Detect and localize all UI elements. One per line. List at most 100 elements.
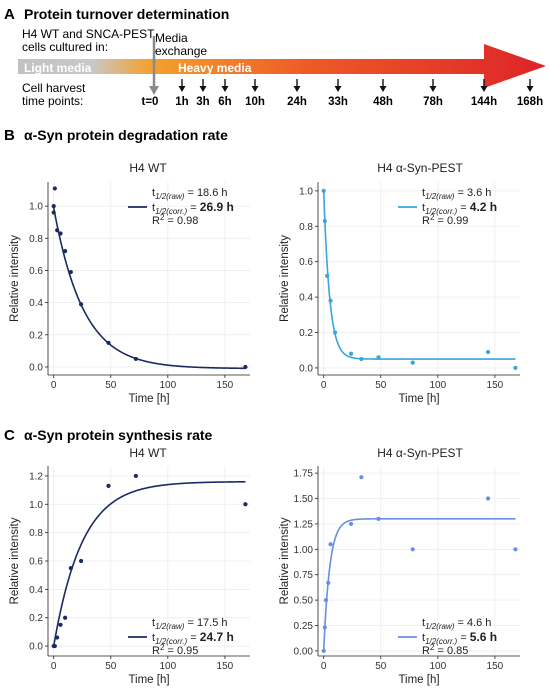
timepoint-arrowhead	[429, 86, 437, 92]
y-tick-label: 0.4	[29, 298, 43, 309]
chart-2: 0.0 0.2 0.4 0.6 0.8 1.0 0 50 100 150 Time [h] Relat…	[279, 161, 520, 405]
panel-c: C α-Syn protein synthesis rate	[4, 427, 213, 444]
half-life-corrected: t1/2(corr.) = 24.7 h	[152, 630, 234, 646]
r-squared-value: = 0.98	[164, 215, 198, 227]
r-squared-value: = 0.85	[434, 645, 468, 657]
r-squared-superscript: 2	[430, 643, 435, 652]
timepoint-label: 6h	[218, 96, 231, 108]
timepoint-label: 168h	[517, 96, 543, 108]
x-tick-label: 0	[51, 661, 57, 672]
x-tick-label: 150	[487, 661, 504, 672]
half-life-corrected-value: 5.6 h	[470, 630, 497, 644]
data-point	[68, 565, 73, 571]
data-point	[52, 186, 57, 191]
x-tick-label: 100	[159, 661, 176, 672]
timepoint-label: 1h	[175, 96, 188, 108]
x-tick-label: 50	[105, 661, 117, 672]
data-point	[322, 218, 327, 224]
fit-annotation: t1/2(raw) = 18.6 ht1/2(corr.) = 26.9 hR2…	[128, 187, 234, 227]
timepoint-arrowhead	[199, 86, 207, 92]
x-tick-label: 50	[375, 661, 387, 672]
chart-1: 0.0 0.2 0.4 0.6 0.8 1.0 0 50 100 150 Time [h] Relat…	[9, 161, 250, 405]
y-axis-label: Relative intensity	[9, 517, 21, 604]
r-squared-symbol: R	[422, 645, 430, 657]
r-squared-symbol: R	[152, 215, 160, 227]
panel-a-subtitle-line1: H4 WT and SNCA-PEST	[22, 27, 155, 41]
fit-annotation: t1/2(raw) = 4.6 ht1/2(corr.) = 5.6 hR2 =…	[398, 617, 497, 657]
y-tick-label: 0.6	[29, 557, 43, 568]
data-point	[243, 364, 248, 370]
half-life-raw-subscript: 1/2(raw)	[155, 622, 185, 631]
data-point	[52, 643, 57, 649]
data-point	[513, 547, 518, 552]
half-life-corrected-subscript: 1/2(corr.)	[155, 637, 187, 646]
timepoint-arrowhead	[379, 86, 387, 92]
half-life-corrected-symbol: t	[422, 202, 425, 214]
data-point	[321, 188, 326, 193]
r-squared-symbol: R	[422, 215, 430, 227]
timepoint-label: 48h	[373, 96, 393, 108]
r-squared: R2 = 0.95	[152, 643, 198, 657]
x-tick-label: 100	[159, 380, 176, 391]
timepoint-arrowhead	[178, 86, 186, 92]
timepoint-label: t=0	[142, 96, 159, 108]
half-life-raw: t1/2(raw) = 18.6 h	[152, 187, 228, 201]
data-point	[485, 496, 491, 501]
data-point	[133, 473, 138, 479]
r-squared-value: = 0.95	[164, 645, 198, 657]
panel-a-subtitle-line2: cells cultured in:	[22, 40, 108, 54]
half-life-corrected-equals: =	[457, 202, 470, 214]
half-life-corrected-subscript: 1/2(corr.)	[425, 637, 457, 646]
harvest-label-line1: Cell harvest	[22, 81, 86, 95]
data-point	[63, 249, 68, 254]
data-point	[513, 365, 518, 371]
half-life-corrected-value: 24.7 h	[200, 630, 234, 644]
data-point	[325, 273, 330, 278]
x-tick-label: 100	[429, 380, 446, 391]
x-tick-label: 0	[51, 380, 57, 391]
y-tick-label: 1.00	[294, 545, 314, 556]
data-point	[326, 580, 331, 585]
data-point	[348, 351, 354, 356]
fit-curve	[52, 481, 246, 647]
data-point	[63, 615, 68, 620]
media-exchange-arrowhead	[149, 86, 159, 95]
half-life-corrected-equals: =	[457, 632, 470, 644]
data-point	[376, 516, 381, 521]
data-point	[359, 356, 364, 362]
y-tick-label: 1.2	[29, 471, 43, 482]
y-tick-label: 1.0	[299, 186, 313, 197]
media-exchange-label-line1: Media	[155, 31, 188, 45]
half-life-raw-symbol: t	[422, 617, 425, 629]
half-life-corrected-symbol: t	[152, 632, 155, 644]
half-life-corrected: t1/2(corr.) = 4.2 h	[422, 200, 497, 216]
half-life-corrected-symbol: t	[152, 202, 155, 214]
x-tick-label: 50	[375, 380, 387, 391]
half-life-corrected: t1/2(corr.) = 26.9 h	[152, 200, 234, 216]
data-point	[51, 210, 56, 215]
half-life-corrected-symbol: t	[422, 632, 425, 644]
y-tick-label: 0.4	[29, 585, 43, 596]
panel-b: B α-Syn protein degradation rate	[4, 127, 228, 144]
half-life-raw-value: = 3.6 h	[454, 187, 491, 199]
half-life-corrected-subscript: 1/2(corr.)	[425, 207, 457, 216]
fit-annotation: t1/2(raw) = 17.5 ht1/2(corr.) = 24.7 hR2…	[128, 617, 234, 657]
y-tick-label: 0.75	[294, 570, 314, 581]
data-point	[410, 547, 415, 552]
data-point	[78, 302, 84, 307]
x-axis-label: Time [h]	[398, 393, 439, 405]
data-point	[485, 349, 491, 355]
y-axis-label: Relative intensity	[279, 235, 291, 322]
data-point	[323, 598, 329, 603]
y-axis-label: Relative intensity	[9, 235, 21, 322]
r-squared-superscript: 2	[160, 643, 165, 652]
y-tick-label: 1.50	[294, 494, 314, 505]
panel-a-title: Protein turnover determination	[24, 6, 229, 22]
timepoint-label: 78h	[423, 96, 443, 108]
data-point	[58, 231, 63, 236]
half-life-raw: t1/2(raw) = 17.5 h	[152, 617, 228, 631]
timepoint-arrowhead	[480, 86, 488, 92]
half-life-raw-value: = 17.5 h	[184, 617, 227, 629]
half-life-corrected-equals: =	[187, 632, 200, 644]
